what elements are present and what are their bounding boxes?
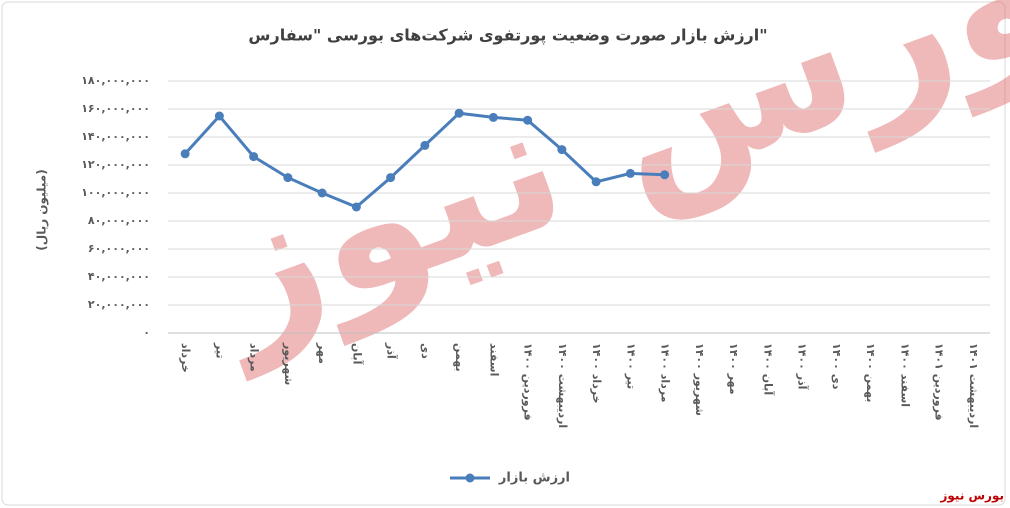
y-tick-label: ۲۰,۰۰۰,۰۰۰	[88, 298, 150, 311]
x-tick-label: اردیبهشت ۱۴۰۰	[556, 343, 569, 428]
y-tick-label: ۱۰۰,۰۰۰,۰۰۰	[81, 186, 150, 199]
x-tick-label: فروردین ۱۴۰۰	[522, 343, 535, 421]
point	[180, 149, 190, 159]
x-tick-label: دی ۱۴۰۰	[830, 343, 843, 390]
y-tick-label: ۸۰,۰۰۰,۰۰۰	[88, 214, 150, 227]
x-tick-label: مهر ۱۴۰۰	[727, 343, 740, 395]
point	[488, 112, 498, 122]
point	[420, 140, 430, 150]
point	[249, 152, 259, 162]
x-tick-label: خرداد	[179, 343, 192, 373]
point	[625, 168, 635, 178]
x-tick-label: آبان	[350, 343, 364, 365]
point	[523, 115, 533, 125]
point	[454, 108, 464, 118]
y-tick-label: ۱۶۰,۰۰۰,۰۰۰	[81, 102, 150, 115]
x-tick-label: تیر	[213, 342, 226, 358]
y-tick-label: ۱۲۰,۰۰۰,۰۰۰	[81, 158, 150, 171]
point	[660, 170, 670, 180]
x-tick-label: شهریور	[282, 342, 295, 385]
y-tick-label: ۱۴۰,۰۰۰,۰۰۰	[81, 130, 150, 143]
legend-marker	[465, 473, 475, 483]
point	[557, 145, 567, 155]
x-tick-label: مرداد	[248, 343, 261, 372]
legend-label: ارزش بازار	[498, 471, 570, 486]
x-tick-label: مرداد ۱۴۰۰	[659, 343, 672, 402]
credit: بورس نیوز	[939, 489, 1004, 504]
x-tick-label: بهمن	[453, 343, 466, 372]
y-tick-label: ۶۰,۰۰۰,۰۰۰	[88, 242, 150, 255]
y-tick-label: ۱۸۰,۰۰۰,۰۰۰	[81, 74, 150, 87]
point	[317, 188, 327, 198]
x-tick-label: تیر ۱۴۰۰	[624, 343, 637, 389]
x-tick-label: آذر ۱۴۰۰	[796, 343, 810, 390]
y-tick-label: ۴۰,۰۰۰,۰۰۰	[88, 270, 150, 283]
x-tick-label: خرداد ۱۴۰۰	[590, 343, 603, 404]
x-tick-label: بهمن ۱۴۰۰	[864, 343, 877, 402]
y-tick-label: ۰	[143, 326, 150, 339]
x-tick-label: دی	[419, 343, 432, 359]
x-tick-label: اسفند ۱۴۰۰	[898, 343, 911, 407]
x-tick-label: اسفند	[487, 343, 500, 376]
x-tick-label: شهریور ۱۴۰۰	[693, 343, 706, 416]
y-axis-label: (میلیون ریال)	[35, 169, 50, 250]
x-tick-label: آذر	[385, 342, 399, 359]
x-tick-label: اردیبهشت ۱۴۰۱	[967, 343, 980, 428]
x-tick-label: آبان ۱۴۰۰	[761, 343, 775, 395]
point	[214, 111, 224, 121]
x-tick-label: فروردین ۱۴۰۱	[933, 343, 946, 421]
chart-title: ارزش بازار صورت وضعیت پورتفوی شرکت‌های ب…	[248, 26, 767, 46]
point	[283, 173, 293, 183]
point	[351, 202, 361, 212]
x-tick-label: مهر	[316, 342, 329, 364]
point	[591, 177, 601, 187]
point	[386, 173, 396, 183]
